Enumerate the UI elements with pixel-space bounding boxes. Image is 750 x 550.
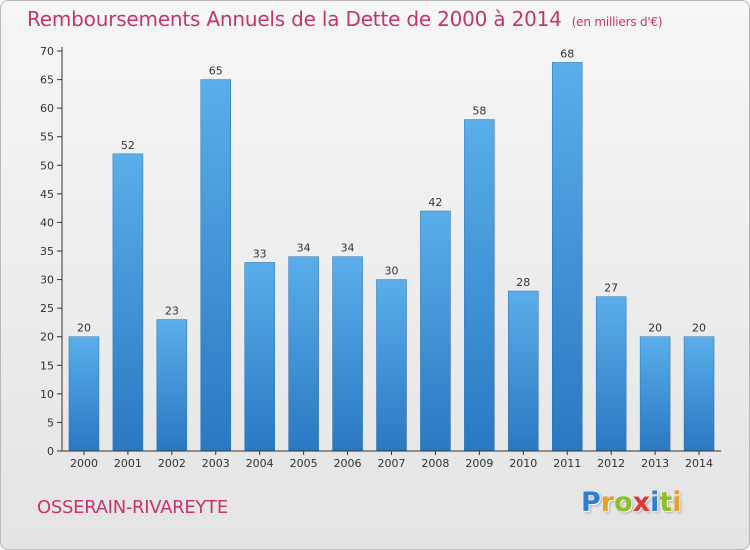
y-tick-label: 35 (40, 245, 54, 258)
data-label-2012: 27 (604, 282, 618, 295)
bar-2006 (332, 256, 363, 452)
y-tick-label: 25 (40, 302, 54, 315)
data-label-2000: 20 (77, 322, 91, 335)
bar-2009 (464, 119, 495, 452)
data-label-2014: 20 (692, 322, 706, 335)
bar-2007 (376, 279, 407, 452)
data-label-2006: 34 (341, 242, 355, 255)
logo-letter: i (672, 487, 682, 518)
data-label-2013: 20 (648, 322, 662, 335)
logo-letter: i (650, 487, 660, 518)
commune-name: OSSERAIN-RIVAREYTE (37, 497, 228, 518)
x-tick-label-2013: 2013 (641, 457, 669, 470)
x-tick-label-2010: 2010 (509, 457, 537, 470)
x-tick-label-2004: 2004 (246, 457, 274, 470)
y-tick-label: 60 (40, 102, 54, 115)
x-tick-label-2006: 2006 (334, 457, 362, 470)
data-label-2002: 23 (165, 305, 179, 318)
bar-2012 (595, 296, 627, 452)
logo-letter: o (614, 487, 633, 518)
x-tick-label-2001: 2001 (114, 457, 142, 470)
data-label-2009: 58 (472, 105, 486, 118)
bar-2000 (68, 336, 100, 452)
bar-2008 (420, 210, 451, 452)
chart-unit-label: (en milliers d'€) (571, 15, 663, 29)
y-tick-label: 45 (40, 188, 54, 201)
data-label-2004: 33 (253, 247, 267, 260)
proxiti-logo: Proxiti (581, 487, 682, 518)
bar-2013 (639, 336, 671, 452)
x-tick-label-2005: 2005 (290, 457, 318, 470)
bar-2004 (244, 262, 275, 452)
y-tick-label: 70 (40, 45, 54, 58)
y-tick-label: 15 (40, 359, 54, 372)
y-tick-label: 40 (40, 216, 54, 229)
y-tick-label: 10 (40, 388, 54, 401)
data-label-2010: 28 (516, 276, 530, 289)
x-tick-label-2014: 2014 (685, 457, 713, 470)
data-label-2008: 42 (428, 196, 442, 209)
y-tick-label: 65 (40, 74, 54, 87)
bar-2002 (156, 319, 188, 452)
y-tick-label: 50 (40, 159, 54, 172)
bar-2014 (683, 336, 715, 452)
logo-letter: x (632, 487, 651, 518)
logo-letter: P (581, 487, 601, 518)
y-tick-label: 30 (40, 274, 54, 287)
data-label-2003: 65 (209, 65, 223, 78)
y-tick-label: 5 (47, 416, 54, 429)
chart-title: Remboursements Annuels de la Dette de 20… (27, 7, 663, 31)
data-label-2005: 34 (297, 242, 311, 255)
x-tick-label-2000: 2000 (70, 457, 98, 470)
data-label-2001: 52 (121, 139, 135, 152)
x-tick-label-2003: 2003 (202, 457, 230, 470)
chart-title-text: Remboursements Annuels de la Dette de 20… (27, 7, 562, 31)
x-tick-label-2008: 2008 (421, 457, 449, 470)
data-label-2011: 68 (560, 47, 574, 60)
y-tick-label: 20 (40, 331, 54, 344)
bar-2003 (200, 79, 232, 452)
logo-letter: r (600, 487, 615, 518)
x-tick-label-2002: 2002 (158, 457, 186, 470)
y-tick-label: 0 (47, 445, 54, 458)
bar-2011 (551, 62, 583, 452)
x-tick-label-2011: 2011 (553, 457, 581, 470)
data-label-2007: 30 (385, 265, 399, 278)
x-tick-label-2009: 2009 (465, 457, 493, 470)
x-tick-label-2007: 2007 (378, 457, 406, 470)
logo-letter: t (659, 487, 673, 518)
y-tick-label: 55 (40, 131, 54, 144)
x-tick-label-2012: 2012 (597, 457, 625, 470)
bar-2005 (288, 256, 319, 452)
bar-2010 (508, 290, 539, 452)
bar-2001 (112, 153, 144, 452)
